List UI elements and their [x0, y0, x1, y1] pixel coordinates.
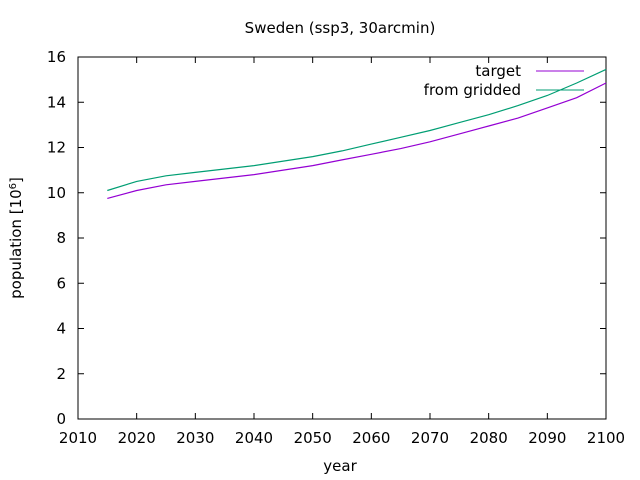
- chart-title: Sweden (ssp3, 30arcmin): [245, 19, 436, 37]
- legend-label-from-gridded: from gridded: [424, 81, 521, 99]
- y-axis-label-close: ]: [7, 177, 25, 183]
- x-tick-label: 2100: [587, 429, 625, 447]
- x-tick-label: 2090: [528, 429, 566, 447]
- x-tick-label: 2010: [59, 429, 97, 447]
- series-lines: [107, 68, 607, 199]
- x-tick-label: 2080: [470, 429, 508, 447]
- legend: target from gridded: [424, 62, 584, 99]
- series-line-target: [107, 82, 607, 199]
- y-axis-label-exponent: 6: [8, 183, 19, 189]
- y-tick-label: 14: [47, 93, 66, 111]
- y-tick-label: 6: [56, 274, 66, 292]
- y-tick-label: 12: [47, 139, 66, 157]
- y-tick-label: 10: [47, 184, 66, 202]
- y-axis: 0 2 4 6 8 10 12 14 16: [47, 48, 606, 428]
- y-axis-label-base: population [10: [7, 189, 25, 299]
- x-tick-label: 2050: [294, 429, 332, 447]
- y-tick-label: 16: [47, 48, 66, 66]
- plot-frame: [77, 56, 607, 420]
- y-tick-label: 8: [56, 229, 66, 247]
- y-tick-label: 0: [56, 410, 66, 428]
- x-tick-label: 2020: [118, 429, 156, 447]
- x-tick-label: 2060: [352, 429, 390, 447]
- x-axis: 2010 2020 2030 2040 2050 2060 2070 2080 2090 2100: [59, 57, 625, 447]
- x-tick-label: 2030: [176, 429, 214, 447]
- x-tick-label: 2040: [235, 429, 273, 447]
- legend-label-target: target: [475, 62, 521, 80]
- series-line-from-gridded: [107, 68, 607, 192]
- x-axis-label: year: [323, 457, 357, 475]
- y-axis-label: population [106]: [7, 177, 25, 299]
- y-tick-label: 2: [56, 365, 66, 383]
- y-tick-label: 4: [56, 320, 66, 338]
- x-tick-label: 2070: [411, 429, 449, 447]
